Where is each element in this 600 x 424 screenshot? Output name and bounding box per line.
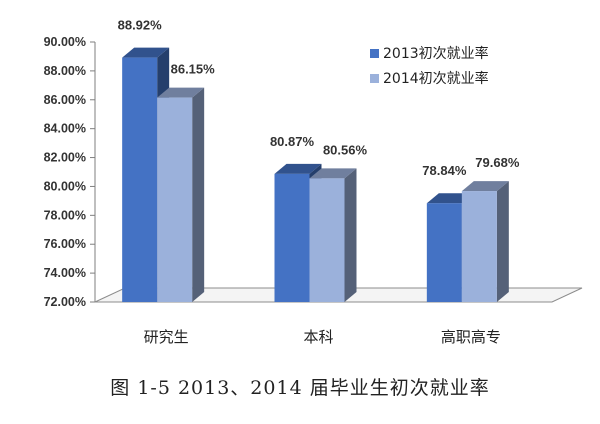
y-tick-label: 80.00%	[44, 179, 86, 193]
data-label: 86.15%	[171, 62, 216, 77]
data-label: 78.84%	[422, 163, 467, 178]
legend-swatch	[370, 74, 379, 83]
figure-caption: 图 1-5 2013、2014 届毕业生初次就业率	[110, 377, 490, 399]
bar-top	[461, 181, 509, 192]
bar-top	[274, 163, 322, 174]
bar	[461, 191, 497, 302]
x-tick-label: 研究生	[144, 328, 189, 346]
y-tick-label: 76.00%	[44, 237, 86, 251]
bar	[122, 57, 158, 302]
y-tick-label: 86.00%	[44, 93, 86, 107]
bar-side	[496, 181, 509, 302]
data-label: 79.68%	[475, 155, 520, 170]
bar	[426, 203, 462, 302]
legend: 2013初次就业率 2014初次就业率	[370, 45, 489, 87]
bars	[122, 47, 509, 302]
data-label: 88.92%	[118, 18, 163, 33]
y-tick-label: 78.00%	[44, 208, 86, 222]
bar	[157, 97, 193, 302]
legend-swatch	[370, 49, 379, 58]
data-label: 80.56%	[323, 142, 368, 157]
bar-side	[192, 87, 205, 302]
bar-top	[157, 87, 205, 98]
x-tick-label: 高职高专	[441, 328, 501, 346]
x-tick-label: 本科	[303, 328, 333, 346]
y-tick-label: 82.00%	[44, 151, 86, 165]
legend-label: 2013初次就业率	[383, 45, 489, 62]
legend-label: 2014初次就业率	[383, 70, 489, 87]
bar-top	[122, 47, 170, 58]
bar-side	[344, 168, 357, 302]
data-labels: 88.92% 86.15% 80.87% 80.56% 78.84% 79.68%	[118, 18, 520, 179]
data-label: 80.87%	[270, 134, 315, 149]
bar	[309, 178, 345, 302]
bar-top	[309, 168, 357, 179]
y-tick-label: 88.00%	[44, 64, 86, 78]
bar	[274, 173, 310, 302]
bar-chart: 72.00% 74.00% 76.00% 78.00% 80.00% 82.00% 84.0…	[44, 18, 583, 346]
y-tick-label: 74.00%	[44, 266, 86, 280]
y-tick-label: 72.00%	[44, 295, 86, 309]
y-tick-label: 90.00%	[44, 35, 86, 49]
y-tick-label: 84.00%	[44, 122, 86, 136]
